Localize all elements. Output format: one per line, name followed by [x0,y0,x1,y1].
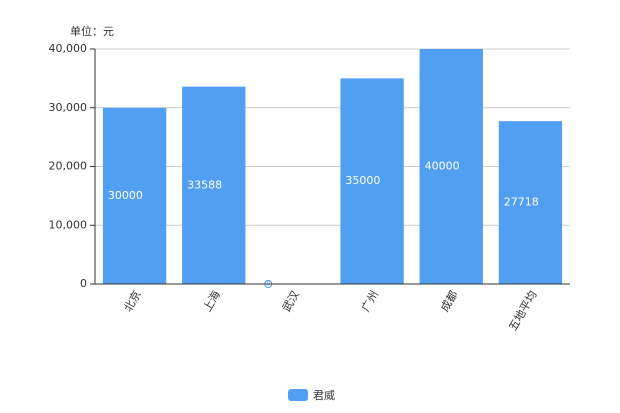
y-tick-label: 40,000 [49,42,88,55]
data-label: 33588 [187,178,222,191]
y-tick-label: 20,000 [49,160,88,173]
data-label: 27718 [504,196,539,209]
bar [419,49,483,284]
legend-label: 君威 [313,389,335,402]
y-tick-label: 10,000 [49,218,88,231]
x-tick-label: 五地平均 [506,289,539,334]
y-axis-label: 单位：元 [70,24,114,38]
y-tick-label: 30,000 [49,101,88,114]
data-label: 30000 [108,189,143,202]
legend-swatch [288,389,308,401]
x-tick-label: 上海 [200,288,223,314]
bar [182,86,246,284]
y-tick-label: 0 [80,277,87,290]
bar [498,121,563,284]
data-label: 35000 [345,174,380,187]
bar [102,107,167,284]
x-tick-label: 广州 [359,289,381,315]
data-label: 40000 [425,160,460,173]
x-tick-label: 武汉 [280,289,302,315]
x-tick-label: 成都 [438,289,460,315]
bar [340,78,404,284]
x-tick-label: 北京 [121,288,144,314]
